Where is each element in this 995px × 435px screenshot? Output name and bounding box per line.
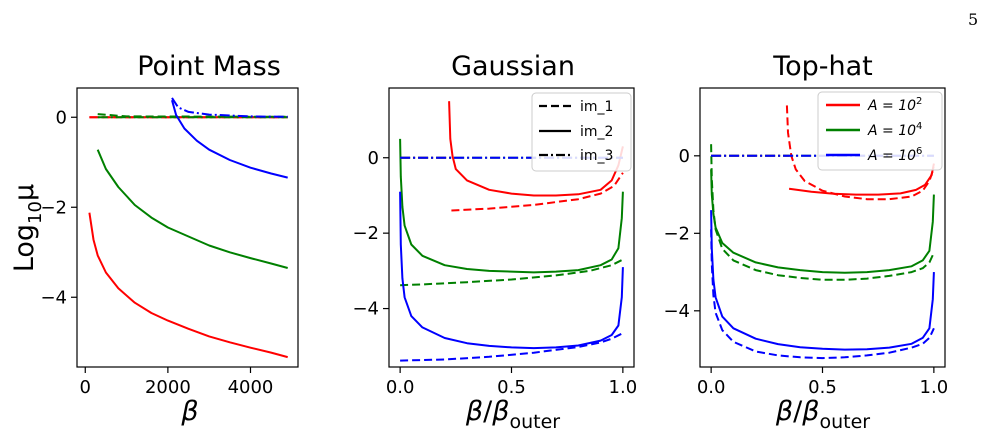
y-tick-label: 0 (679, 146, 690, 167)
x-tick-label: 1.0 (609, 377, 638, 398)
legend-label: im_3 (580, 148, 613, 164)
y-tick-label: −2 (352, 223, 379, 244)
x-axis-label: β/βouter (775, 396, 870, 433)
legend-label: A = 102 (867, 96, 922, 114)
panel-title: Gaussian (451, 51, 575, 82)
legend: A = 102 A = 104 A = 106 (817, 91, 943, 171)
x-tick-label: 0.5 (497, 377, 526, 398)
x-tick-label: 2000 (145, 377, 191, 398)
x-tick-label: 4000 (228, 377, 274, 398)
panel-title: Point Mass (137, 51, 281, 82)
series-line (710, 144, 935, 281)
legend: im_1 im_2 im_3 (531, 92, 632, 172)
legend-label: im_1 (580, 99, 613, 115)
x-axis-label: β (180, 396, 198, 427)
series-line (399, 191, 624, 350)
y-tick-label: −4 (352, 299, 379, 320)
panel-gaussian: Gaussian 0.0 0.5 1.0 0 −2 −4 β/βouter im_1 im… (352, 51, 637, 433)
panel-title: Top-hat (772, 51, 873, 82)
y-tick-label: 0 (56, 107, 67, 128)
series-line (448, 101, 624, 197)
series-line (400, 332, 624, 362)
series-line (710, 169, 935, 274)
panel-point-mass: Point Mass 0 2000 4000 0 −2 −4 β Log10μ (9, 51, 299, 427)
x-axis-label: β/βouter (465, 396, 560, 433)
series-line (400, 258, 624, 287)
panel-top-hat: Top-hat 0.0 0.5 1.0 0 −2 −4 β/βouter A = 102 … (663, 51, 948, 433)
page-number: 5 (968, 10, 979, 29)
series-line (710, 229, 935, 360)
series-line (788, 163, 935, 196)
x-tick-label: 0.0 (386, 377, 415, 398)
series-line (451, 172, 624, 212)
x-tick-label: 1.0 (920, 377, 949, 398)
x-tick-label: 0 (80, 377, 91, 398)
series-line (710, 210, 935, 351)
legend-label: im_2 (580, 124, 613, 140)
series-line (171, 97, 288, 118)
y-tick-label: −4 (40, 287, 67, 308)
series-line (88, 212, 288, 359)
y-tick-label: −2 (40, 197, 67, 218)
legend-label: A = 106 (867, 146, 922, 164)
x-tick-label: 0.0 (697, 377, 726, 398)
x-tick-label: 0.5 (808, 377, 837, 398)
y-tick-label: 0 (368, 148, 379, 169)
y-tick-label: −4 (663, 301, 690, 322)
series-line (171, 99, 288, 179)
y-tick-label: −2 (663, 223, 690, 244)
y-axis-label: Log10μ (9, 184, 46, 272)
legend-label: A = 104 (867, 121, 922, 139)
series-line (96, 149, 288, 269)
series-line (399, 138, 624, 274)
axes-frame (76, 87, 299, 368)
